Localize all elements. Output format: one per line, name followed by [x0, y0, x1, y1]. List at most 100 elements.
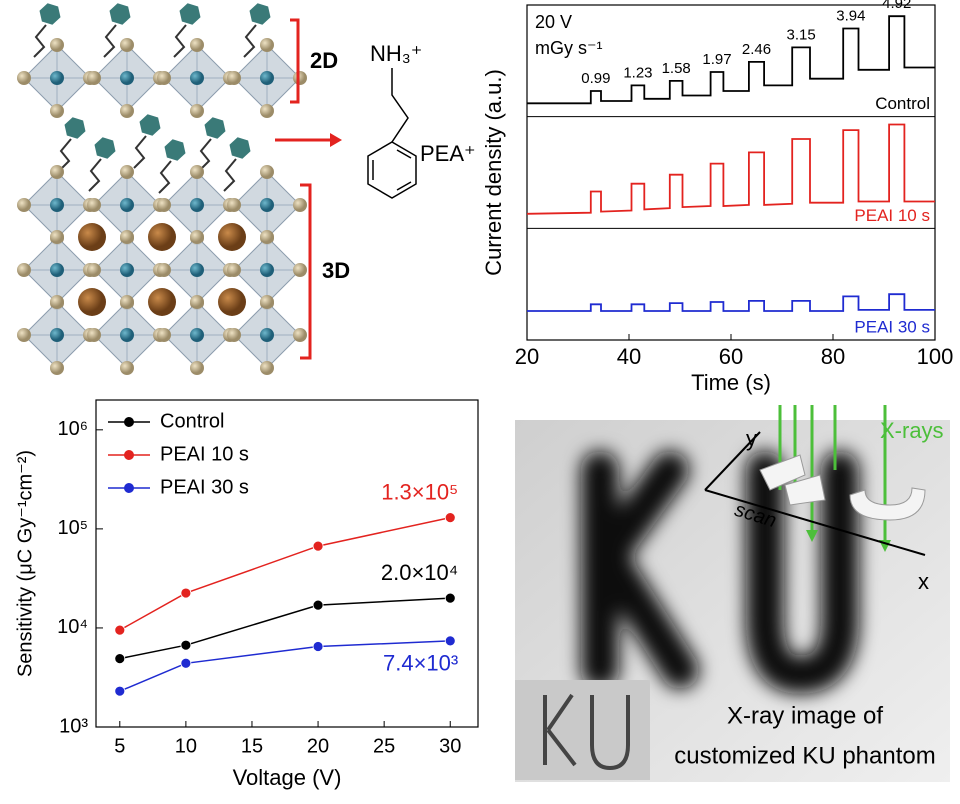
series-line	[119, 640, 451, 692]
halide-atom	[190, 38, 204, 52]
metal-atom	[190, 263, 204, 277]
value-label: 7.4×10³	[383, 651, 458, 676]
scan-axis-y	[704, 431, 761, 491]
value-label: 2.0×10⁴	[381, 560, 458, 585]
legend-label: PEAI 10 s	[160, 443, 249, 465]
halide-atom	[157, 71, 171, 85]
molecule	[367, 68, 417, 199]
halide-atom	[17, 71, 31, 85]
halide-atom	[17, 263, 31, 277]
metal-atom	[120, 71, 134, 85]
organic-ring	[39, 3, 61, 25]
legend-marker	[124, 417, 134, 427]
halide-atom	[120, 104, 134, 118]
cation-atom	[78, 223, 106, 251]
dose-label: 1.23	[623, 64, 652, 81]
halide-atom	[227, 263, 241, 277]
halide-atom	[190, 361, 204, 375]
metal-atom	[260, 263, 274, 277]
point	[180, 657, 192, 669]
halide-atom	[17, 328, 31, 342]
organic-chain	[243, 24, 257, 58]
series-line	[119, 516, 451, 631]
cation-atom	[148, 223, 176, 251]
dose-label: 0.99	[581, 70, 610, 87]
label-3d: 3D	[322, 258, 350, 283]
point	[180, 587, 192, 599]
halide-atom	[120, 230, 134, 244]
trace	[527, 293, 935, 312]
organic-chain	[33, 24, 47, 58]
point	[114, 653, 126, 665]
metal-atom	[50, 328, 64, 342]
halide-atom	[50, 295, 64, 309]
xray-panel: X-rays scan x y X-ray image of customize…	[515, 405, 950, 782]
x-axis-label: Voltage (V)	[233, 765, 342, 790]
cation-atom	[78, 288, 106, 316]
organic-ring	[64, 117, 86, 139]
cation-atom	[218, 288, 246, 316]
legend-marker	[124, 450, 134, 460]
frame	[95, 399, 479, 728]
x-tick-label: 100	[917, 344, 954, 369]
dose-label: 1.58	[662, 60, 691, 77]
metal-atom	[190, 198, 204, 212]
metal-atom	[190, 71, 204, 85]
organic-chain	[173, 24, 187, 58]
series-label: PEAI 10 s	[854, 206, 930, 225]
organic-chain	[58, 138, 72, 172]
label-2d: 2D	[310, 48, 338, 73]
halide-atom	[260, 230, 274, 244]
scan-axis-x	[704, 489, 926, 556]
x-axis-label: Time (s)	[691, 370, 771, 395]
halide-atom	[190, 230, 204, 244]
halide-atom	[120, 38, 134, 52]
halide-atom	[190, 295, 204, 309]
halide-atom	[293, 71, 307, 85]
organic-ring	[109, 3, 131, 25]
halide-atom	[227, 328, 241, 342]
organic-ring	[164, 139, 186, 161]
y-axis-label: Sensitivity (μC Gy⁻¹cm⁻²)	[14, 450, 36, 677]
dose-label: 3.15	[787, 26, 816, 43]
halide-atom	[87, 198, 101, 212]
x-tick-label: 25	[373, 735, 395, 757]
axis-x-label: x	[918, 569, 929, 594]
halide-atom	[190, 165, 204, 179]
halide-atom	[120, 361, 134, 375]
halide-atom	[157, 263, 171, 277]
diagram-labels: 2D 3D NH₃⁺ PEA⁺	[275, 18, 476, 360]
u-sample	[849, 487, 926, 521]
organic-chain	[198, 138, 212, 172]
beam-heads	[806, 530, 891, 552]
x-tick-label: 30	[439, 735, 461, 757]
halide-atom	[87, 263, 101, 277]
organic-chain	[158, 160, 172, 194]
point	[312, 599, 324, 611]
photo-ku	[543, 693, 630, 771]
arrow-head	[330, 133, 342, 147]
x-tick-label: 10	[175, 735, 197, 757]
point	[444, 512, 456, 523]
point	[444, 635, 456, 647]
halide-atom	[50, 361, 64, 375]
halide-atom	[87, 328, 101, 342]
halide-atom	[260, 165, 274, 179]
x-tick-label: 15	[241, 735, 263, 757]
organic-ring	[139, 114, 161, 136]
x-tick-label: 80	[821, 344, 845, 369]
halide-atom	[50, 165, 64, 179]
halide-atom	[293, 328, 307, 342]
halide-atom	[260, 295, 274, 309]
halide-atom	[50, 38, 64, 52]
metal-atom	[190, 328, 204, 342]
point	[114, 624, 126, 636]
halide-atom	[190, 104, 204, 118]
xray-shadow	[581, 451, 859, 695]
series-label: Control	[875, 94, 930, 113]
y-axis-label: Current density (a.u.)	[481, 69, 506, 276]
x-tick-label: 20	[515, 344, 539, 369]
halide-atom	[260, 38, 274, 52]
halide-atom	[87, 71, 101, 85]
